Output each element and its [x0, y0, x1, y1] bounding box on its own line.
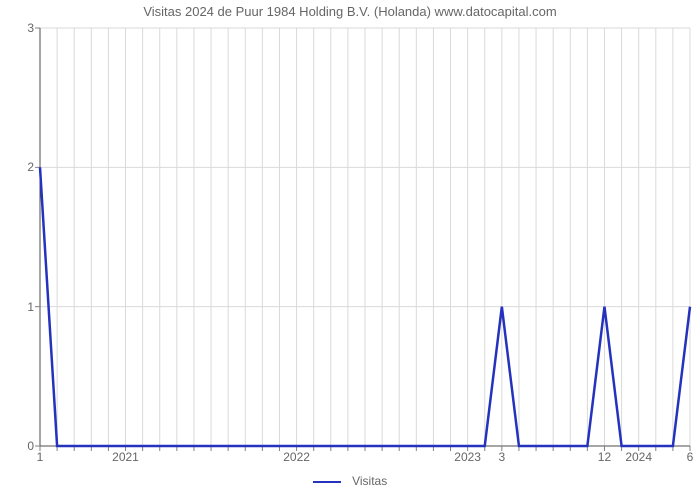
x-tick-label: 2023 [454, 446, 481, 464]
y-tick-label: 3 [27, 21, 40, 35]
legend: Visitas [0, 474, 700, 488]
x-point-label: 3 [498, 446, 505, 464]
legend-label: Visitas [352, 474, 387, 488]
x-tick-label: 2021 [112, 446, 139, 464]
y-tick-label: 2 [27, 160, 40, 174]
y-tick-label: 1 [27, 300, 40, 314]
legend-swatch [313, 481, 341, 483]
visits-chart: Visitas 2024 de Puur 1984 Holding B.V. (… [0, 0, 700, 500]
x-tick-label: 2022 [283, 446, 310, 464]
plot-area: 0123202120222023202413126 [40, 28, 690, 446]
x-point-label: 6 [687, 446, 694, 464]
plot-svg [40, 28, 690, 446]
x-point-label: 1 [37, 446, 44, 464]
chart-title: Visitas 2024 de Puur 1984 Holding B.V. (… [0, 4, 700, 19]
x-tick-label: 2024 [625, 446, 652, 464]
x-point-label: 12 [598, 446, 611, 464]
